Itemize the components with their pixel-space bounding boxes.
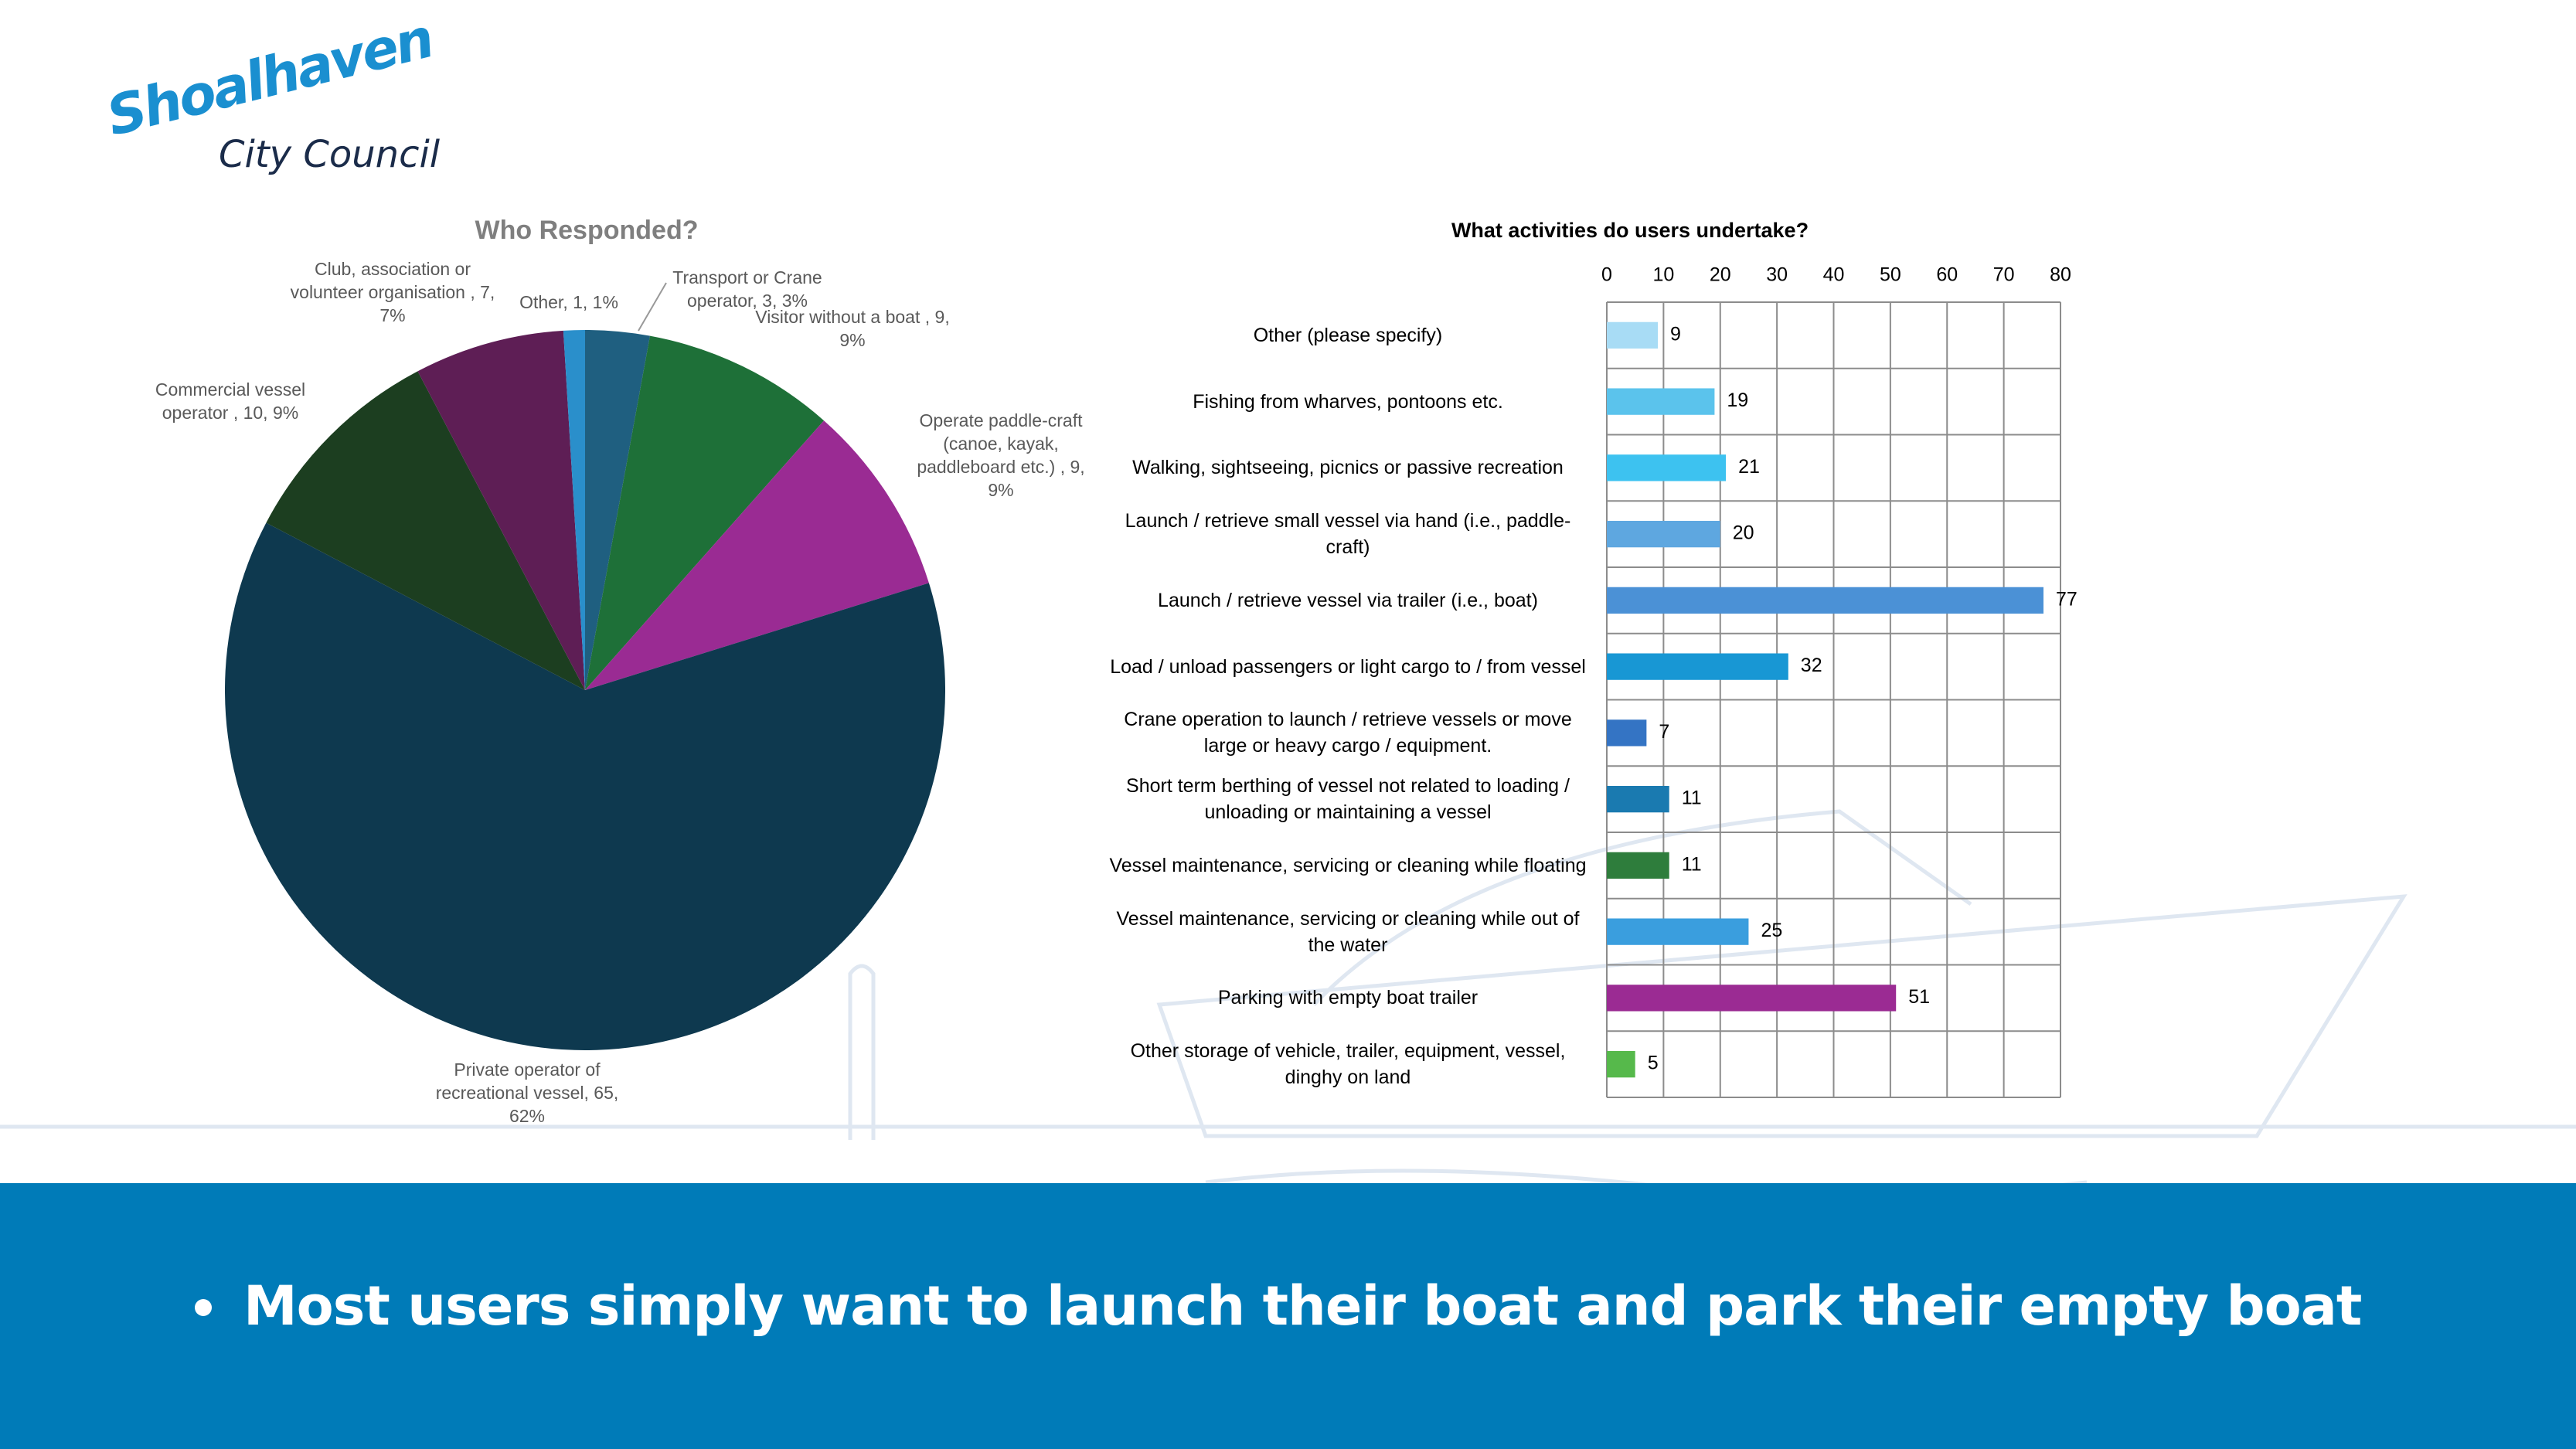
x-tick-label: 60 (1936, 264, 1958, 286)
bar (1607, 985, 1897, 1012)
value-label: 77 (2056, 588, 2077, 610)
bullet-text: Most users simply want to launch their b… (243, 1274, 2362, 1338)
slice-label: Club, association or volunteer organisat… (290, 259, 495, 325)
pie-slice (266, 371, 585, 690)
value-label: 5 (1648, 1053, 1659, 1074)
x-tick-label: 80 (2050, 264, 2071, 286)
value-label: 11 (1682, 787, 1702, 809)
bar (1607, 918, 1749, 945)
slice-label: Other, 1, 1% (519, 292, 618, 312)
y-tick-label: Launch / retrieve vessel via trailer (i.… (1158, 589, 1538, 611)
hull (1156, 894, 2408, 1138)
pie-slice (585, 330, 650, 690)
pie-slice (563, 330, 585, 690)
leader-line (638, 282, 667, 332)
cabin (1312, 809, 1972, 1006)
y-tick-label: Launch / retrieve small vessel via hand … (1125, 510, 1571, 559)
slice-label: Commercial vessel operator , 10, 9% (155, 379, 306, 423)
bar (1607, 653, 1788, 680)
y-tick-label: Walking, sightseeing, picnics or passive… (1132, 457, 1564, 479)
bar (1607, 587, 2043, 614)
chart-title: What activities do users undertake? (1451, 219, 1809, 242)
slice-label: Transport or Crane operator, 3, 3% (672, 267, 822, 311)
value-label: 32 (1801, 655, 1822, 676)
value-label: 9 (1670, 323, 1681, 345)
slice-label: Private operator of recreational vessel,… (435, 1060, 619, 1126)
x-tick-label: 40 (1823, 264, 1845, 286)
bar (1607, 321, 1659, 349)
pie-slice (585, 335, 825, 690)
slice-label: Operate paddle-craft (canoe, kayak, padd… (917, 410, 1085, 500)
value-label: 21 (1738, 456, 1760, 478)
y-tick-label: Vessel maintenance, servicing or cleanin… (1109, 854, 1587, 876)
value-label: 20 (1733, 522, 1754, 544)
y-tick-label: Other (please specify) (1253, 324, 1443, 346)
chart-title: Who Responded? (475, 216, 699, 245)
y-tick-label: Crane operation to launch / retrieve ves… (1124, 709, 1572, 757)
bar (1607, 520, 1720, 548)
bollard (848, 964, 876, 1140)
y-tick-label: Short term berthing of vessel not relate… (1126, 775, 1570, 824)
bar (1607, 454, 1727, 481)
footer-band (0, 1183, 2576, 1449)
boat-sketch (0, 809, 2576, 1196)
x-tick-label: 30 (1766, 264, 1788, 286)
slice-label: Visitor without a boat , 9, 9% (755, 307, 950, 350)
x-tick-label: 20 (1710, 264, 1731, 286)
y-tick-label: Parking with empty boat trailer (1217, 987, 1479, 1009)
pie-slice (417, 330, 585, 690)
x-tick-label: 0 (1601, 264, 1612, 286)
bar (1607, 719, 1647, 747)
value-label: 11 (1682, 853, 1702, 875)
bar (1607, 785, 1669, 813)
value-label: 25 (1761, 920, 1782, 941)
y-tick-label: Vessel maintenance, servicing or cleanin… (1116, 907, 1580, 956)
y-tick-label: Fishing from wharves, pontoons etc. (1193, 390, 1503, 413)
bar (1607, 852, 1669, 879)
y-tick-label: Other storage of vehicle, trailer, equip… (1130, 1040, 1566, 1089)
pie-slice (585, 420, 929, 690)
bar (1607, 1050, 1635, 1078)
pie-slice (224, 522, 945, 1051)
value-label: 51 (1908, 986, 1930, 1008)
x-tick-label: 70 (1993, 264, 2015, 286)
value-label: 19 (1727, 389, 1748, 411)
value-label: 7 (1659, 721, 1669, 743)
logo-subtitle: City Council (219, 133, 441, 176)
y-tick-label: Load / unload passengers or light cargo … (1110, 655, 1586, 678)
x-tick-label: 10 (1652, 264, 1674, 286)
bar (1607, 388, 1715, 415)
x-tick-label: 50 (1880, 264, 1901, 286)
